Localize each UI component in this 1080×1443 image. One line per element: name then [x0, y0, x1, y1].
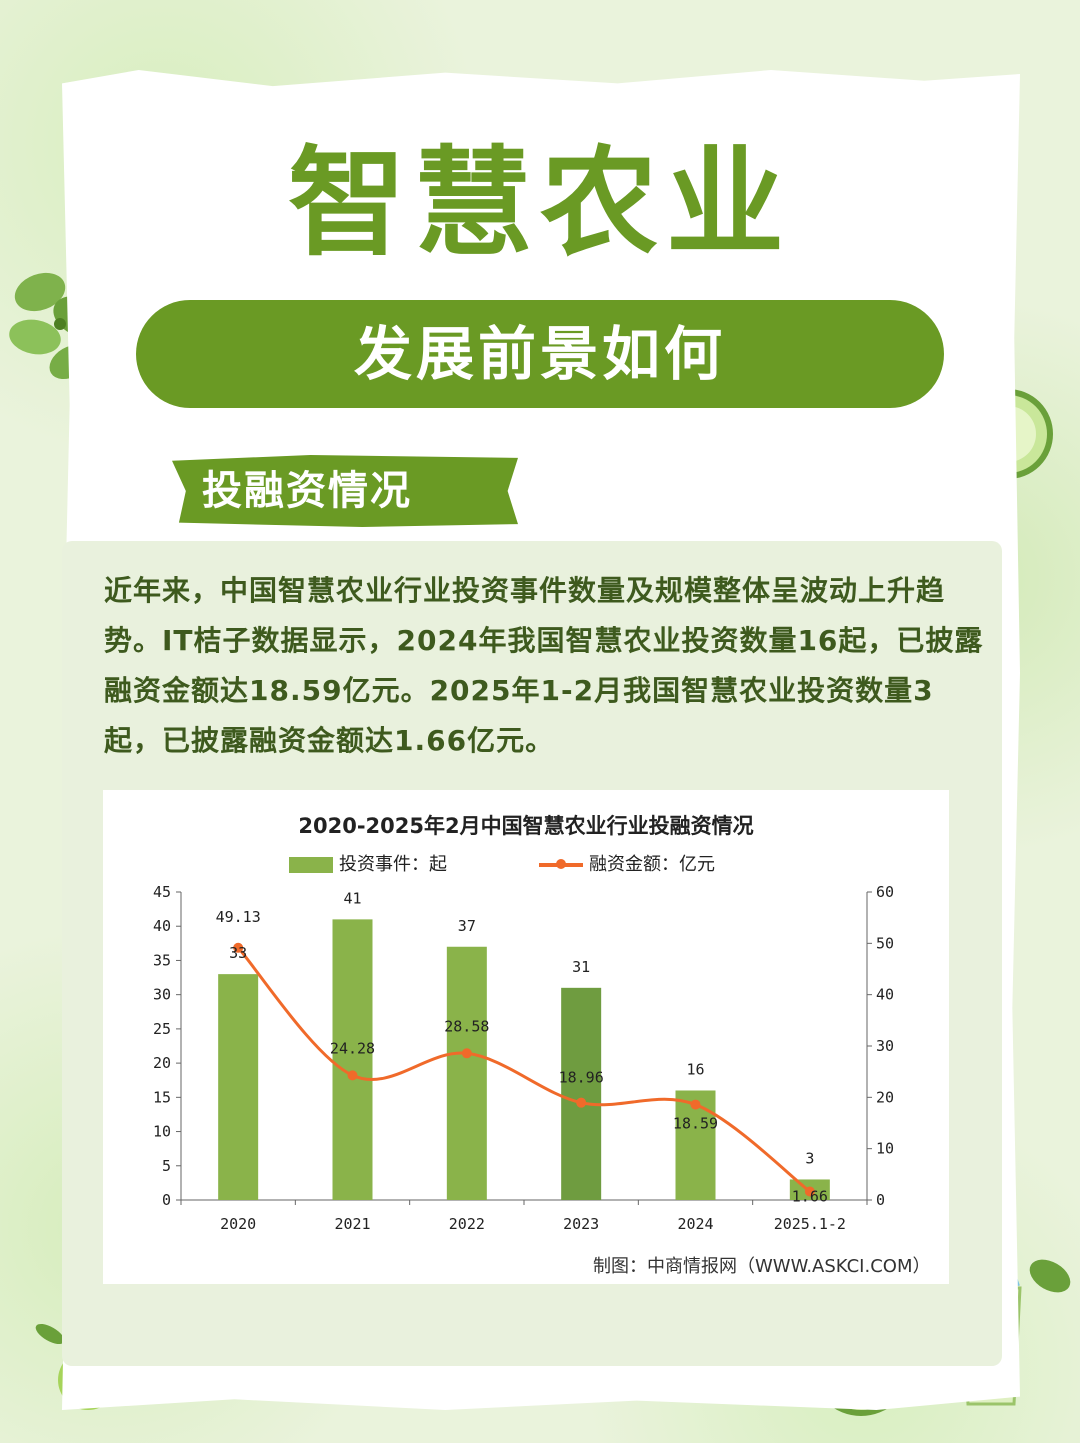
section-heading: 投融资情况 [172, 455, 518, 527]
y-tick-label-right: 0 [876, 1191, 885, 1209]
line-value-label: 18.96 [559, 1069, 604, 1087]
legend-line-label: 融资金额：亿元 [589, 854, 715, 875]
line-point [804, 1186, 815, 1197]
bar [446, 946, 487, 1200]
bar-value-label: 3 [805, 1149, 814, 1167]
x-tick-label: 2022 [449, 1215, 485, 1233]
y-tick-label-right: 20 [876, 1088, 894, 1106]
y-tick-label-left: 35 [153, 951, 171, 969]
legend-item-bar: 投资事件：起 [289, 850, 447, 875]
bar-value-label: 33 [229, 944, 247, 962]
x-tick-label: 2025.1-2 [774, 1215, 846, 1233]
page-title: 智慧农业 [287, 134, 792, 272]
chart-title: 2020-2025年2月中国智慧农业行业投融资情况 [298, 814, 754, 838]
bar-value-label: 31 [572, 958, 590, 976]
line-point [461, 1048, 472, 1059]
y-tick-label-left: 30 [153, 986, 171, 1004]
subtitle-text: 发展前景如何 [353, 320, 726, 388]
line-point [233, 942, 244, 953]
legend-line-swatch [539, 859, 583, 869]
subtitle-banner: 发展前景如何 [136, 300, 944, 408]
line-point [690, 1099, 701, 1110]
bar [332, 919, 373, 1200]
bar [218, 974, 259, 1200]
intro-paragraph: 近年来，中国智慧农业行业投资事件数量及规模整体呈波动上升趋势。IT桔子数据显示，… [104, 574, 984, 757]
y-tick-label-left: 15 [153, 1088, 171, 1106]
x-tick-label: 2021 [334, 1215, 370, 1233]
y-tick-label-right: 40 [876, 986, 894, 1004]
y-tick-label-left: 45 [153, 883, 171, 901]
y-tick-label-right: 30 [876, 1037, 894, 1055]
y-tick-label-left: 5 [162, 1157, 171, 1175]
line-value-label: 49.13 [216, 908, 261, 926]
y-tick-label-left: 10 [153, 1123, 171, 1141]
y-tick-label-left: 20 [153, 1054, 171, 1072]
bar-value-label: 16 [686, 1060, 704, 1078]
y-tick-label-left: 25 [153, 1020, 171, 1038]
line-value-label: 24.28 [330, 1039, 375, 1057]
bar-value-label: 37 [458, 917, 476, 935]
y-tick-label-right: 10 [876, 1140, 894, 1158]
line-point [347, 1070, 358, 1081]
y-tick-label-left: 40 [153, 917, 171, 935]
x-tick-label: 2020 [220, 1215, 256, 1233]
section-heading-label: 投融资情况 [202, 468, 412, 514]
bar [561, 987, 602, 1200]
chart-source: 制图：中商情报网（WWW.ASKCI.COM） [593, 1256, 931, 1277]
chart-container: 2020-2025年2月中国智慧农业行业投融资情况 投资事件：起 融资金额：亿元… [103, 790, 949, 1284]
line-value-label: 18.59 [673, 1115, 718, 1133]
legend-bar-label: 投资事件：起 [339, 854, 447, 875]
y-tick-label-right: 50 [876, 934, 894, 952]
legend-bar-swatch [289, 857, 333, 873]
y-tick-label-left: 0 [162, 1191, 171, 1209]
line-value-label: 28.58 [444, 1017, 489, 1035]
legend-item-line: 融资金额：亿元 [539, 850, 715, 875]
chart-plot: 0 5 10 15 20 25 30 35 40 45 0 10 20 30 40 50 60 2020 2021 2… [153, 883, 894, 1233]
x-tick-label: 2024 [677, 1215, 713, 1233]
series-line [237, 946, 811, 1193]
bar-value-label: 41 [343, 889, 361, 907]
line-point [576, 1097, 587, 1108]
line-value-label: 1.66 [792, 1187, 828, 1205]
y-tick-label-right: 60 [876, 883, 894, 901]
x-tick-label: 2023 [563, 1215, 599, 1233]
